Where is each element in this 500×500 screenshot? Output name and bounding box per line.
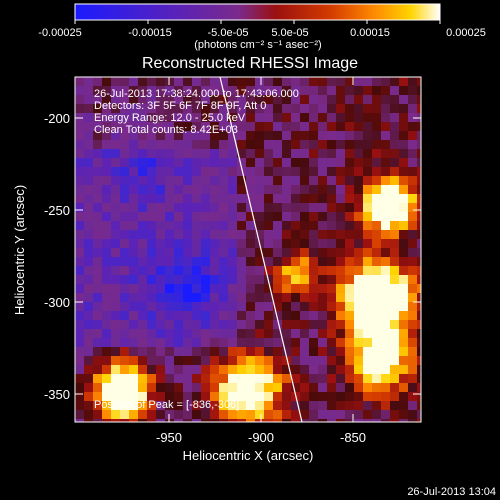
annotation-peak-position: Position of Peak = [-836,-306] bbox=[94, 399, 239, 411]
plot-frame bbox=[74, 76, 422, 423]
footer-timestamp: 26-Jul-2013 13:04 bbox=[407, 486, 496, 498]
colorbar-tick-label: -0.00025 bbox=[38, 27, 81, 39]
colorbar-gradient bbox=[74, 3, 441, 21]
y-tick-label: -250 bbox=[44, 203, 70, 218]
x-tick-label: -950 bbox=[156, 430, 182, 445]
plot-title: Reconstructed RHESSI Image bbox=[142, 55, 358, 72]
colorbar-tick-label: 0.00015 bbox=[350, 27, 390, 39]
x-tick-label: -900 bbox=[248, 430, 274, 445]
axis-ticks bbox=[75, 77, 421, 422]
y-tick-label: -350 bbox=[44, 387, 70, 402]
colorbar-ticks bbox=[74, 20, 441, 24]
colorbar-tick-label: 5.0e-05 bbox=[271, 27, 308, 39]
image-annotations: 26-Jul-2013 17:38:24.000 to 17:43:06.000… bbox=[94, 88, 299, 411]
colorbar-units-label: (photons cm⁻² s⁻¹ asec⁻²) bbox=[194, 39, 321, 51]
annotation-time-range: 26-Jul-2013 17:38:24.000 to 17:43:06.000 bbox=[94, 88, 299, 100]
annotation-detectors: Detectors: 3F 5F 6F 7F 8F 9F, Att 0 bbox=[94, 100, 266, 112]
colorbar: -0.00025 -0.00015 -5.0e-05 5.0e-05 0.000… bbox=[38, 3, 486, 51]
colorbar-tick-label: -0.00015 bbox=[128, 27, 171, 39]
x-axis-label: Heliocentric X (arcsec) bbox=[183, 448, 314, 463]
annotation-clean-counts: Clean Total counts: 8.42E+03 bbox=[94, 124, 238, 136]
rhessi-image bbox=[75, 77, 421, 422]
colorbar-tick-label: -5.0e-05 bbox=[208, 27, 249, 39]
image-pixels bbox=[75, 77, 421, 422]
annotation-energy-range: Energy Range: 12.0 - 25.0 keV bbox=[94, 112, 246, 124]
y-tick-label: -300 bbox=[44, 295, 70, 310]
solar-limb-line bbox=[219, 77, 303, 422]
x-tick-label: -850 bbox=[340, 430, 366, 445]
colorbar-tick-label: 0.00025 bbox=[446, 27, 486, 39]
y-tick-label: -200 bbox=[44, 111, 70, 126]
y-axis-label: Heliocentric Y (arcsec) bbox=[12, 185, 27, 315]
